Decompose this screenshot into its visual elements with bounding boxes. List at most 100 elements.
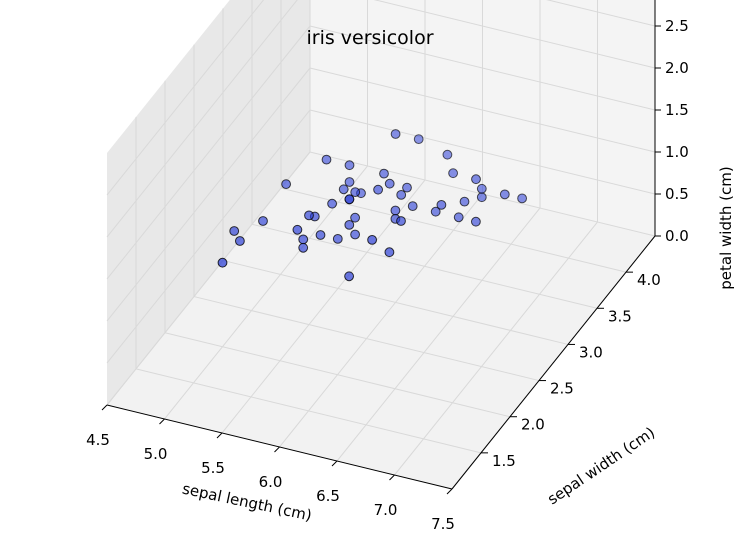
z-tick-label: 0.5 <box>665 185 689 203</box>
grid-line-x <box>394 221 598 476</box>
data-point <box>402 182 412 193</box>
axes-grid <box>106 0 656 490</box>
tick-mark <box>274 446 280 453</box>
axes-panes <box>107 0 655 489</box>
z-axis-label: petal width (cm) <box>717 166 735 289</box>
data-point <box>471 174 481 185</box>
data-point <box>390 205 401 216</box>
data-point <box>471 216 481 227</box>
data-point <box>229 226 240 236</box>
data-point <box>373 184 384 195</box>
data-point <box>344 271 355 282</box>
z-tick-label: 2.5 <box>665 17 689 35</box>
grid-line-z <box>106 0 298 238</box>
data-point <box>321 154 332 165</box>
data-point <box>344 177 355 187</box>
z-tick-label: 2.0 <box>665 59 689 77</box>
z-tick-label: 1.0 <box>665 143 689 161</box>
data-point <box>413 134 424 145</box>
data-point <box>344 160 355 171</box>
x-tick-label: 5.0 <box>144 445 168 463</box>
pane-left <box>107 0 310 405</box>
data-point <box>217 257 228 268</box>
data-point <box>459 196 470 207</box>
data-point <box>350 187 361 198</box>
tick-mark <box>101 404 108 411</box>
data-point <box>304 210 314 221</box>
data-point <box>367 235 378 245</box>
data-point <box>258 216 268 226</box>
grid-line-z <box>546 0 656 27</box>
data-point <box>344 194 355 205</box>
y-tick-label: 1.5 <box>492 452 516 470</box>
y-tick-label: 3.5 <box>608 307 632 325</box>
axes-ticks: 4.5 5.0 5.5 6.0 6.5 7.0 7.5 1.5 2.0 2.5 3.0 3.5 4.0 0… <box>86 17 689 533</box>
chart-title: iris versicolor <box>306 27 433 49</box>
grid-line-z <box>309 67 656 153</box>
data-point <box>235 236 245 246</box>
grid-line-x <box>279 193 483 448</box>
data-point <box>517 193 527 204</box>
y-tick-label: 3.0 <box>579 343 603 361</box>
data-point <box>476 183 487 194</box>
data-point <box>298 242 309 253</box>
z-tick-label: 1.5 <box>665 101 689 119</box>
grid-line-y <box>164 332 511 418</box>
x-tick-label: 6.5 <box>316 487 340 505</box>
x-tick-label: 7.0 <box>374 501 398 519</box>
data-point <box>350 212 361 223</box>
grid-line-y <box>222 259 569 345</box>
data-points <box>217 129 527 282</box>
grid-line-x <box>336 207 541 462</box>
x-axis-label: sepal length (cm) <box>181 480 314 525</box>
x-tick-label: 4.5 <box>86 431 110 449</box>
data-point <box>390 129 401 139</box>
grid-line-z <box>106 109 311 364</box>
data-point <box>396 190 407 200</box>
grid-line-y <box>135 368 482 454</box>
x-tick-label: 7.5 <box>431 515 455 533</box>
data-point <box>448 168 459 179</box>
data-point <box>327 198 338 209</box>
tick-mark <box>331 460 338 467</box>
y-tick-label: 2.5 <box>550 380 574 398</box>
data-point <box>298 234 309 245</box>
tick-mark <box>389 474 395 481</box>
z-tick-label: 0.0 <box>665 227 689 245</box>
x-tick-label: 6.0 <box>259 473 283 491</box>
data-point <box>350 229 361 240</box>
y-axis-line <box>451 235 656 490</box>
data-point <box>384 247 395 258</box>
tick-mark <box>216 432 223 439</box>
data-point <box>430 206 441 217</box>
grid-line-y <box>280 187 627 273</box>
data-point <box>453 212 464 223</box>
data-point <box>396 216 406 226</box>
tick-mark <box>446 488 453 495</box>
tick-mark <box>159 418 165 425</box>
grid-line-y <box>193 296 540 382</box>
data-point <box>499 189 510 200</box>
data-point <box>315 230 326 240</box>
grid-line-z <box>106 25 311 280</box>
grid-line-z <box>106 0 265 196</box>
data-point <box>384 178 395 189</box>
grid-line-z <box>106 67 311 322</box>
grid-line-y <box>251 223 598 309</box>
y-tick-label: 4.0 <box>637 271 661 289</box>
grid-line-z <box>309 109 656 195</box>
data-point <box>442 149 453 160</box>
data-point <box>476 192 487 203</box>
data-point <box>281 179 292 190</box>
data-point <box>407 201 418 212</box>
data-point <box>344 220 355 230</box>
grid-line-z <box>106 151 311 406</box>
grid-line-z <box>373 0 656 69</box>
data-point <box>332 234 343 244</box>
y-tick-label: 2.0 <box>521 416 545 434</box>
data-point <box>379 168 389 179</box>
x-tick-label: 5.5 <box>201 459 225 477</box>
grid-line-x <box>221 179 426 434</box>
y-axis-label: sepal width (cm) <box>544 423 658 508</box>
